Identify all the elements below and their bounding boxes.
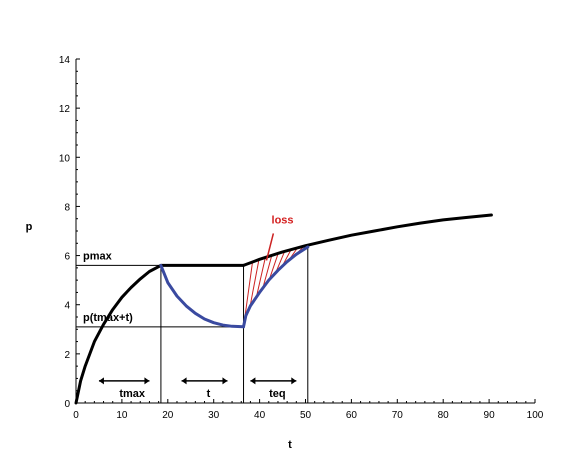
arrow-head: [291, 377, 297, 385]
y-axis-label: p: [26, 221, 33, 233]
arrow-head: [250, 377, 256, 385]
chart-annotations: tmax t teq loss: [98, 215, 297, 400]
y-tick-label: 6: [64, 252, 70, 263]
curve-series-4: [242, 245, 310, 329]
x-tick-label: 40: [254, 410, 266, 421]
y-tick-label: 4: [64, 301, 70, 312]
loss-hatch-region: [243, 244, 309, 327]
arrow-head: [144, 377, 150, 385]
curve-series-3: [159, 263, 245, 329]
arrow-head: [222, 377, 228, 385]
loss-hatch-line: [249, 259, 260, 308]
loss-pointer-line: [265, 233, 275, 261]
y-tick-label: 10: [59, 153, 71, 164]
x-tick-label: 50: [300, 410, 312, 421]
curve-series-2: [242, 213, 493, 267]
x-tick-label: 30: [208, 410, 220, 421]
x-tick-label: 10: [116, 410, 128, 421]
loss-hatch-line: [268, 253, 279, 280]
loss-hatch-line: [262, 255, 273, 289]
reference-line-label: pmax: [83, 250, 113, 262]
chart-curves: [74, 213, 493, 405]
y-tick-label: 14: [59, 55, 71, 66]
y-tick-label: 8: [64, 202, 70, 213]
loss-label: loss: [272, 215, 294, 227]
annotation-label: tmax: [119, 388, 146, 400]
y-tick-label: 2: [64, 350, 70, 361]
loss-hatch-line: [255, 257, 266, 298]
x-tick-label: 90: [484, 410, 496, 421]
x-tick-label: 80: [438, 410, 450, 421]
x-tick-label: 60: [346, 410, 358, 421]
chart-axes: [75, 59, 535, 404]
curve-series-0: [74, 263, 163, 405]
arrow-head: [181, 377, 187, 385]
x-tick-label: 20: [162, 410, 174, 421]
x-tick-label: 70: [392, 410, 404, 421]
arrow-head: [98, 377, 104, 385]
x-tick-label: 0: [73, 410, 79, 421]
chart-ticks: 0 10 20 30 40 50 60 70 80 90 100 0 2 4 6 8 10 12 14: [59, 55, 544, 421]
annotation-label: t: [207, 388, 211, 400]
x-axis-label: t: [288, 439, 292, 451]
x-tick-label: 100: [527, 410, 544, 421]
annotation-label: teq: [269, 388, 286, 400]
y-tick-label: 12: [59, 104, 71, 115]
y-tick-label: 0: [64, 399, 70, 410]
